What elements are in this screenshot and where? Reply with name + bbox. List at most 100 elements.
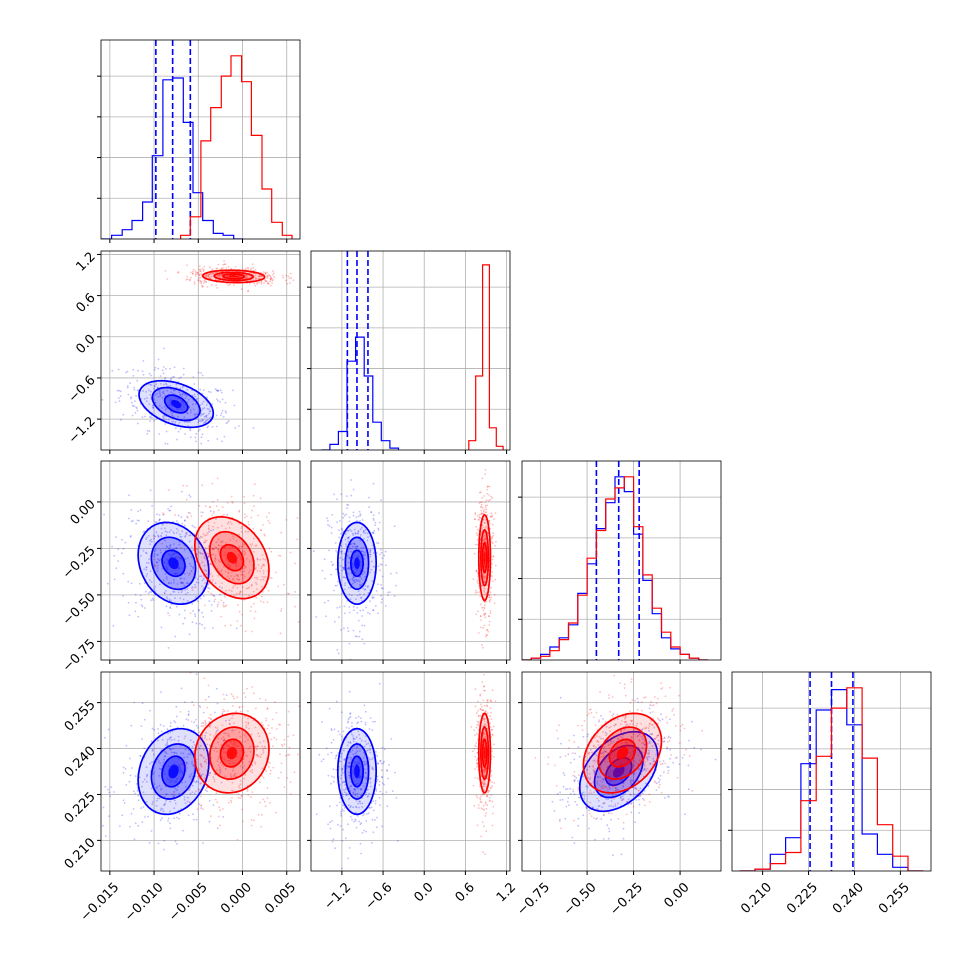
scatter-point bbox=[367, 812, 370, 815]
scatter-point bbox=[491, 734, 494, 737]
scatter-point bbox=[165, 415, 168, 418]
scatter-point bbox=[329, 827, 332, 830]
scatter-point bbox=[181, 589, 184, 592]
scatter-point bbox=[250, 583, 253, 586]
scatter-point bbox=[380, 548, 382, 551]
scatter-point bbox=[214, 388, 217, 391]
scatter-point bbox=[486, 699, 488, 702]
scatter-point bbox=[204, 760, 207, 763]
scatter-point bbox=[191, 589, 194, 591]
scatter-point bbox=[255, 707, 257, 710]
scatter-point bbox=[119, 825, 121, 827]
scatter-point bbox=[359, 534, 362, 536]
scatter-point bbox=[202, 533, 205, 536]
scatter-point bbox=[220, 781, 223, 784]
scatter-point bbox=[559, 791, 561, 794]
scatter-point bbox=[255, 282, 258, 284]
scatter-point bbox=[347, 537, 350, 540]
scatter-point bbox=[271, 270, 274, 273]
scatter-point bbox=[491, 514, 493, 517]
scatter-point bbox=[343, 781, 346, 783]
density-core bbox=[354, 557, 360, 570]
scatter-point bbox=[129, 535, 132, 538]
scatter-point bbox=[133, 790, 135, 793]
scatter-point bbox=[174, 514, 177, 516]
scatter-point bbox=[207, 555, 210, 558]
scatter-point bbox=[163, 770, 165, 772]
scatter-point bbox=[191, 760, 194, 763]
scatter-point bbox=[170, 736, 173, 739]
scatter-point bbox=[200, 280, 203, 283]
scatter-point bbox=[147, 815, 150, 818]
scatter-point bbox=[355, 736, 358, 739]
scatter-point bbox=[255, 583, 258, 585]
scatter-point bbox=[227, 745, 230, 748]
scatter-point bbox=[229, 740, 232, 743]
scatter-point bbox=[355, 799, 358, 802]
scatter-point bbox=[477, 807, 480, 809]
scatter-point bbox=[210, 277, 212, 280]
scatter-point bbox=[255, 596, 258, 599]
scatter-point bbox=[155, 521, 158, 524]
scatter-point bbox=[669, 718, 671, 721]
scatter-point bbox=[195, 724, 198, 727]
scatter-point bbox=[268, 765, 270, 768]
scatter-point bbox=[486, 628, 489, 631]
scatter-point bbox=[147, 562, 150, 564]
scatter-point bbox=[181, 582, 184, 585]
scatter-point bbox=[169, 367, 171, 370]
histogram-step-1-2 bbox=[522, 476, 708, 660]
scatter-point bbox=[237, 546, 240, 548]
scatter-point bbox=[195, 271, 198, 274]
scatter-point bbox=[186, 278, 189, 281]
scatter-point bbox=[237, 276, 240, 279]
scatter-point bbox=[648, 756, 651, 758]
scatter-point bbox=[170, 603, 173, 606]
scatter-point bbox=[149, 420, 151, 422]
scatter-point bbox=[338, 801, 341, 804]
scatter-point bbox=[482, 685, 485, 688]
scatter-point bbox=[362, 570, 365, 573]
scatter-point bbox=[140, 807, 143, 809]
scatter-point bbox=[340, 774, 343, 777]
scatter-point bbox=[642, 738, 645, 741]
scatter-point bbox=[169, 385, 172, 387]
scatter-point bbox=[235, 565, 238, 568]
scatter-point bbox=[327, 520, 329, 522]
scatter-point bbox=[216, 499, 219, 501]
scatter-point bbox=[199, 270, 201, 272]
scatter-point bbox=[230, 523, 233, 525]
scatter-point bbox=[188, 540, 191, 543]
scatter-point bbox=[240, 558, 243, 561]
scatter-point bbox=[359, 520, 361, 522]
scatter-point bbox=[483, 718, 486, 721]
scatter-point bbox=[262, 777, 265, 779]
scatter-point bbox=[202, 808, 204, 810]
scatter-point bbox=[483, 685, 486, 688]
scatter-point bbox=[349, 806, 352, 809]
scatter-point bbox=[215, 792, 218, 795]
scatter-point bbox=[193, 792, 196, 795]
scatter-point bbox=[200, 575, 203, 577]
scatter-point bbox=[217, 548, 220, 551]
scatter-point bbox=[148, 558, 151, 561]
scatter-point bbox=[219, 561, 222, 563]
scatter-point bbox=[210, 610, 213, 612]
scatter-point bbox=[214, 271, 217, 274]
scatter-point bbox=[187, 796, 189, 799]
scatter-point bbox=[193, 729, 196, 732]
scatter-point bbox=[214, 558, 217, 560]
scatter-point bbox=[484, 612, 487, 615]
scatter-point bbox=[593, 759, 596, 762]
scatter-point bbox=[483, 722, 486, 725]
scatter-point bbox=[607, 798, 609, 801]
scatter-point bbox=[266, 275, 269, 277]
scatter-point bbox=[361, 806, 363, 808]
scatter-point bbox=[357, 715, 360, 718]
scatter-point bbox=[158, 559, 161, 562]
scatter-point bbox=[210, 274, 213, 276]
scatter-point bbox=[164, 408, 167, 411]
scatter-point bbox=[215, 687, 218, 690]
scatter-point bbox=[575, 776, 578, 779]
scatter-point bbox=[350, 542, 353, 545]
